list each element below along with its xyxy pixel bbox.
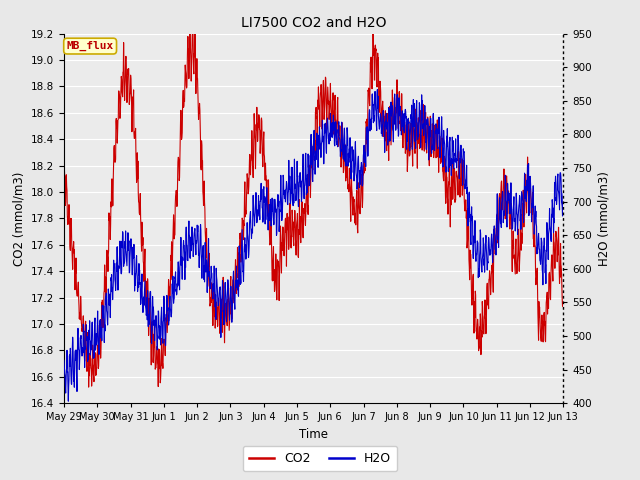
H2O [374, 87, 381, 93]
X-axis label: Time: Time [299, 428, 328, 441]
CO2 [85, 384, 93, 390]
Legend: CO2, H2O: CO2, H2O [243, 446, 397, 471]
H2O [60, 358, 68, 363]
Y-axis label: H2O (mmol/m3): H2O (mmol/m3) [598, 171, 611, 266]
CO2 [273, 289, 280, 295]
Line: H2O: H2O [64, 90, 563, 401]
Y-axis label: CO2 (mmol/m3): CO2 (mmol/m3) [12, 171, 26, 265]
Title: LI7500 CO2 and H2O: LI7500 CO2 and H2O [241, 16, 387, 30]
Line: CO2: CO2 [64, 23, 563, 387]
CO2 [99, 325, 107, 331]
H2O [65, 398, 72, 404]
Text: MB_flux: MB_flux [67, 41, 114, 51]
H2O [559, 191, 567, 196]
CO2 [345, 189, 353, 194]
CO2 [283, 226, 291, 231]
H2O [99, 315, 107, 321]
H2O [344, 150, 352, 156]
CO2 [559, 301, 567, 307]
H2O [120, 243, 127, 249]
H2O [292, 198, 300, 204]
CO2 [120, 69, 127, 75]
CO2 [292, 241, 300, 247]
CO2 [60, 157, 68, 163]
H2O [272, 206, 280, 212]
CO2 [186, 20, 194, 25]
H2O [283, 179, 291, 184]
